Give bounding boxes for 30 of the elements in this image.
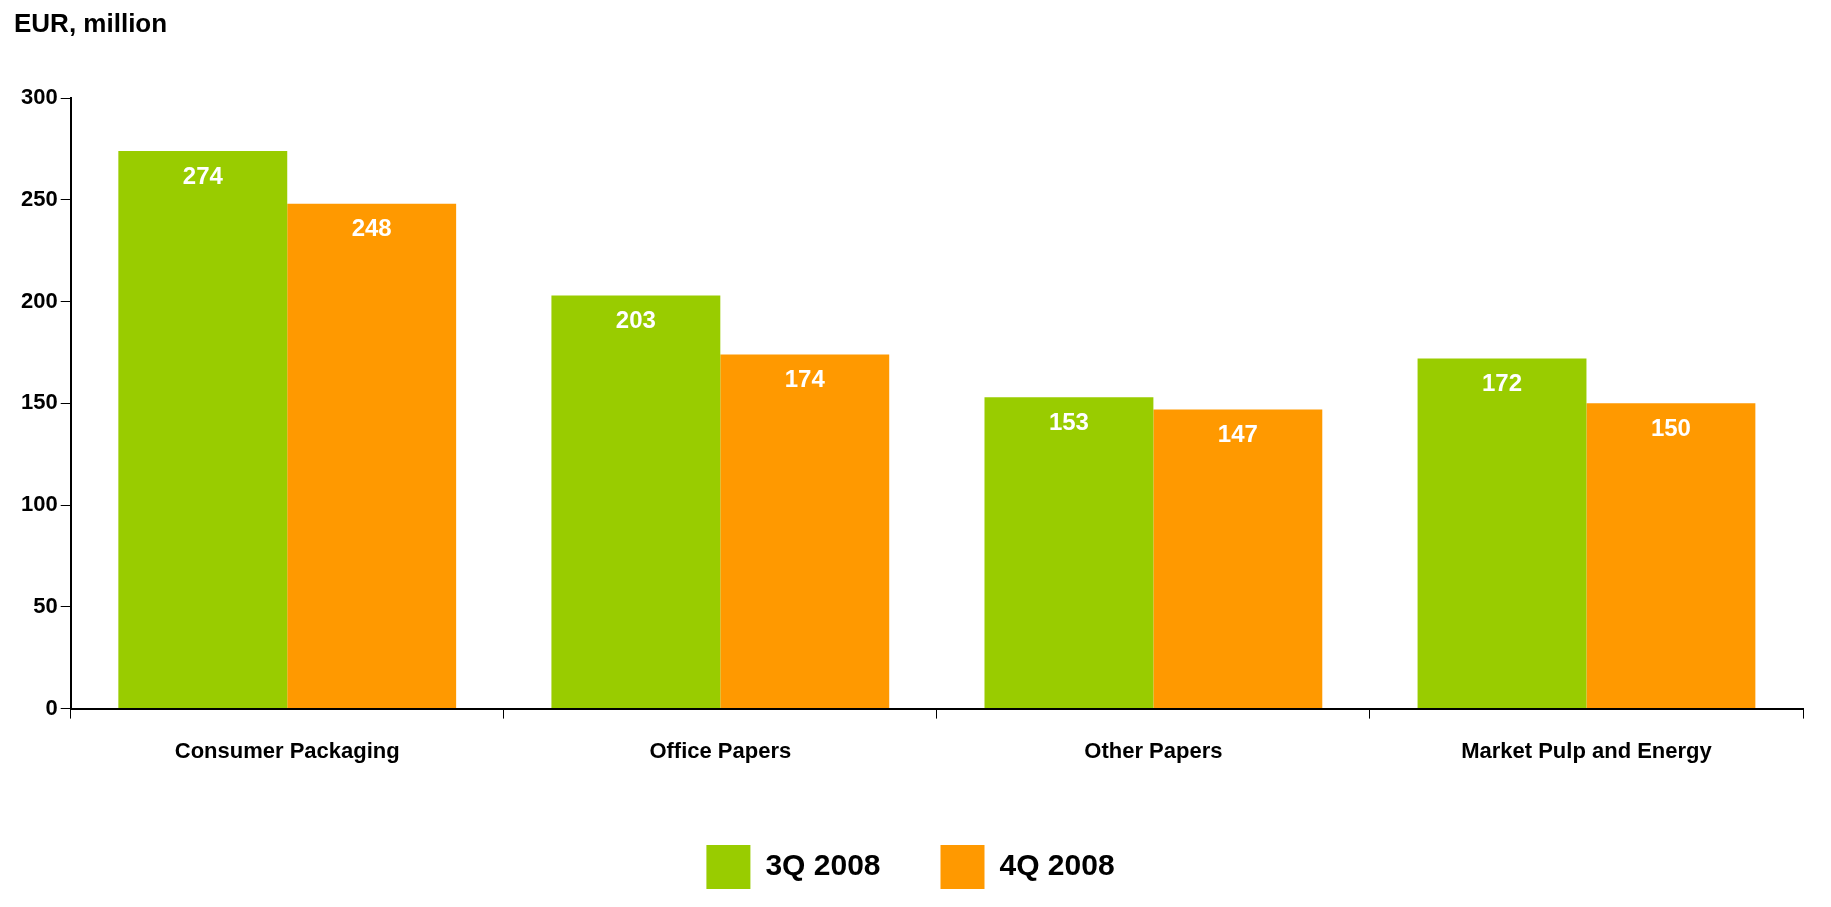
bar	[720, 354, 890, 709]
y-tick-label: 50	[33, 592, 58, 618]
x-tick-label: Consumer Packaging	[174, 737, 400, 763]
bar	[1417, 358, 1587, 709]
x-tick-label: Office Papers	[649, 737, 792, 763]
legend-label: 4Q 2008	[999, 848, 1115, 882]
data-label: 248	[351, 214, 392, 242]
bar	[984, 397, 1154, 709]
y-tick-label: 300	[20, 84, 58, 110]
data-label: 203	[615, 306, 656, 334]
data-label: 172	[1481, 369, 1523, 397]
data-label: 174	[784, 365, 826, 393]
bar	[1586, 403, 1756, 709]
y-tick-label: 0	[45, 694, 58, 720]
bar	[287, 203, 457, 709]
bar	[118, 150, 288, 709]
y-axis-title: EUR, million	[14, 8, 168, 39]
bar	[1153, 409, 1323, 709]
data-label: 153	[1048, 407, 1089, 435]
legend-label: 3Q 2008	[765, 848, 881, 882]
bar	[551, 295, 721, 709]
y-tick-label: 100	[20, 491, 58, 517]
y-tick-label: 250	[20, 185, 58, 211]
x-tick-label: Market Pulp and Energy	[1461, 737, 1713, 763]
data-label: 150	[1650, 413, 1691, 441]
data-label: 274	[182, 161, 224, 189]
y-tick-label: 200	[20, 287, 58, 313]
data-label: 147	[1217, 420, 1258, 448]
y-tick-label: 150	[20, 389, 58, 415]
x-tick-label: Other Papers	[1084, 737, 1223, 763]
